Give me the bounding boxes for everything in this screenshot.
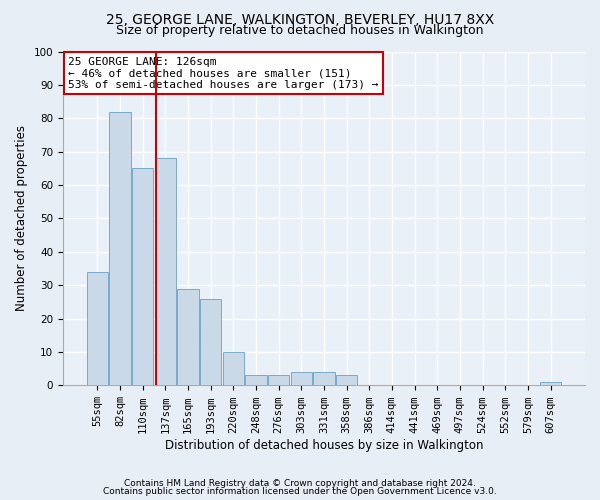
Bar	[132, 168, 154, 386]
Bar	[290, 372, 312, 386]
Bar	[177, 288, 199, 386]
Bar	[109, 112, 131, 386]
Y-axis label: Number of detached properties: Number of detached properties	[15, 126, 28, 312]
Text: 25, GEORGE LANE, WALKINGTON, BEVERLEY, HU17 8XX: 25, GEORGE LANE, WALKINGTON, BEVERLEY, H…	[106, 12, 494, 26]
Bar	[336, 376, 358, 386]
X-axis label: Distribution of detached houses by size in Walkington: Distribution of detached houses by size …	[165, 440, 483, 452]
Text: Contains HM Land Registry data © Crown copyright and database right 2024.: Contains HM Land Registry data © Crown c…	[124, 478, 476, 488]
Bar	[223, 352, 244, 386]
Bar	[200, 298, 221, 386]
Bar	[268, 376, 289, 386]
Bar	[313, 372, 335, 386]
Text: 25 GEORGE LANE: 126sqm
← 46% of detached houses are smaller (151)
53% of semi-de: 25 GEORGE LANE: 126sqm ← 46% of detached…	[68, 56, 379, 90]
Text: Contains public sector information licensed under the Open Government Licence v3: Contains public sector information licen…	[103, 487, 497, 496]
Bar	[540, 382, 561, 386]
Bar	[245, 376, 267, 386]
Bar	[155, 158, 176, 386]
Text: Size of property relative to detached houses in Walkington: Size of property relative to detached ho…	[116, 24, 484, 37]
Bar	[86, 272, 108, 386]
